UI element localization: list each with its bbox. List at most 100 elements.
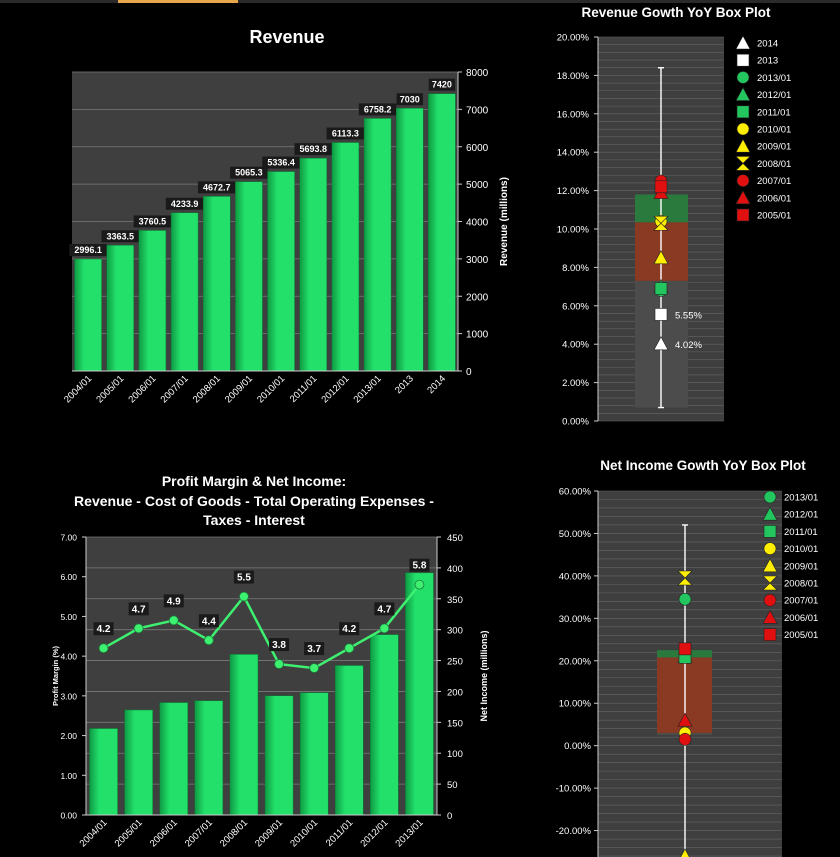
revenue-box-point-2008-01 xyxy=(653,215,669,231)
revenue-data-label: 6758.2 xyxy=(364,104,392,114)
profit-margin-point xyxy=(309,663,320,673)
netincome-box-y-tick-label: -20.00% xyxy=(556,826,592,837)
revenue-box-title: Revenue Gowth YoY Box Plot xyxy=(581,5,771,20)
profit-margin-label-bg xyxy=(93,622,114,636)
netincome-box-legend-marker xyxy=(763,542,777,555)
net-income-bar xyxy=(299,692,329,816)
profit-right-axis-label: Net Income (millions) xyxy=(479,630,489,721)
profit-right-tick-label: 300 xyxy=(447,626,463,637)
profit-right-tick-label: 400 xyxy=(447,564,463,575)
revenue-box-legend-label: 2014 xyxy=(757,39,778,50)
profit-left-tick-label: 6.00 xyxy=(60,572,77,582)
revenue-bar xyxy=(267,171,295,372)
revenue-box-chart: Revenue Gowth YoY Box Plot 0.00% 2.00% 4.00… xyxy=(557,5,792,428)
profit-left-tick-label: 1.00 xyxy=(60,771,77,781)
revenue-x-tick-label: 2006/01 xyxy=(126,373,158,405)
revenue-box-legend-label: 2011/01 xyxy=(757,107,791,118)
profit-chart: Profit Margin & Net Income: Revenue - Cos… xyxy=(51,473,489,849)
revenue-data-label: 3363.5 xyxy=(106,231,134,241)
revenue-box-legend-marker xyxy=(736,208,750,222)
revenue-x-tick-label: 2007/01 xyxy=(159,373,191,405)
revenue-box-legend-label: 2009/01 xyxy=(757,142,791,153)
revenue-box-legend-marker xyxy=(735,138,751,153)
net-income-bar xyxy=(405,572,434,816)
revenue-box-y-tick-label: 0.00% xyxy=(562,417,589,428)
revenue-box-legend-label: 2012/01 xyxy=(757,90,791,101)
revenue-box-legend-label: 2008/01 xyxy=(757,159,791,170)
revenue-box-legend-label: 2010/01 xyxy=(757,125,791,136)
revenue-bar xyxy=(235,181,263,372)
active-tab-accent xyxy=(118,0,238,3)
revenue-x-tick-label: 2012/01 xyxy=(319,373,351,405)
revenue-box-point-label: 5.55% xyxy=(675,310,702,321)
profit-left-tick-label: 0.00 xyxy=(60,811,77,821)
profit-margin-label-bg xyxy=(304,642,325,656)
revenue-data-label-bg xyxy=(165,197,204,210)
revenue-box-point-2014 xyxy=(653,336,669,351)
profit-left-tick-label: 3.00 xyxy=(60,691,77,701)
revenue-bar xyxy=(428,93,456,372)
profit-right-tick-label: 150 xyxy=(447,718,463,729)
revenue-data-label-bg xyxy=(326,127,365,140)
net-income-bar xyxy=(89,728,118,816)
net-income-bar xyxy=(159,702,189,816)
net-income-bar xyxy=(264,695,294,816)
revenue-bar xyxy=(299,157,328,372)
profit-margin-label-bg xyxy=(163,594,184,608)
netincome-box-y-tick-label: 30.00% xyxy=(559,614,592,625)
revenue-box-point-label: 4.02% xyxy=(675,340,702,351)
profit-margin-label-bg xyxy=(339,622,360,636)
profit-margin-point xyxy=(133,623,144,634)
profit-right-tick-label: 250 xyxy=(447,657,463,668)
net-income-bar xyxy=(370,634,399,816)
revenue-bar xyxy=(106,245,135,372)
revenue-y-tick-label: 3000 xyxy=(466,255,489,266)
revenue-y-axis-label: Revenue (millions) xyxy=(499,177,510,266)
netincome-box-legend-marker xyxy=(762,609,778,624)
profit-margin-label-bg xyxy=(198,614,219,628)
revenue-data-label-bg xyxy=(294,143,333,156)
profit-margin-label: 3.7 xyxy=(307,644,321,655)
netincome-box-y-tick-label: 50.00% xyxy=(559,529,592,540)
revenue-bar xyxy=(331,142,360,372)
revenue-box-y-tick-label: 10.00% xyxy=(557,225,590,236)
revenue-y-tick-label: 5000 xyxy=(466,180,489,191)
profit-margin-point xyxy=(203,635,214,646)
revenue-data-label: 5693.8 xyxy=(299,144,327,154)
revenue-box-y-tick-label: 8.00% xyxy=(562,263,589,274)
revenue-x-tick-label: 2013 xyxy=(393,373,416,396)
revenue-box-point-2011-01 xyxy=(654,282,668,295)
revenue-bar xyxy=(363,118,392,372)
revenue-data-label: 5336.4 xyxy=(267,158,295,168)
revenue-x-tick-label: 2010/01 xyxy=(255,373,287,405)
revenue-data-label: 4233.9 xyxy=(171,199,199,209)
profit-right-tick-label: 50 xyxy=(447,780,458,791)
netincome-box-legend-marker xyxy=(763,525,777,538)
netincome-box-point-2005-01 xyxy=(678,642,692,656)
revenue-x-tick-label: 2011/01 xyxy=(288,373,320,405)
netincome-box-point-2008-01 xyxy=(677,570,693,586)
revenue-box-point-2009-01 xyxy=(653,250,669,265)
net-income-bar xyxy=(124,709,153,816)
profit-right-tick-label: 450 xyxy=(447,533,463,544)
profit-margin-point xyxy=(274,659,284,669)
profit-left-tick-label: 2.00 xyxy=(60,731,77,741)
revenue-box-legend-label: 2005/01 xyxy=(757,211,791,222)
revenue-box-point-2005-01 xyxy=(654,180,668,194)
revenue-bar xyxy=(74,258,102,372)
revenue-bar xyxy=(202,196,231,372)
revenue-x-tick-label: 2009/01 xyxy=(223,373,255,405)
revenue-x-tick-label: 2008/01 xyxy=(191,373,223,405)
revenue-box-legend-marker xyxy=(735,156,751,171)
revenue-y-tick-label: 8000 xyxy=(466,68,489,79)
profit-margin-label: 3.8 xyxy=(272,640,286,651)
revenue-data-label: 3760.5 xyxy=(139,216,167,226)
revenue-x-tick-label: 2014 xyxy=(425,373,448,396)
revenue-bar xyxy=(138,230,167,372)
netincome-box-legend-label: 2008/01 xyxy=(784,579,818,590)
netincome-box-legend-label: 2009/01 xyxy=(784,561,818,572)
revenue-box-legend-marker xyxy=(735,190,751,205)
revenue-x-tick-label: 2004/01 xyxy=(62,373,94,405)
revenue-box-y-tick-label: 2.00% xyxy=(562,378,589,389)
revenue-data-label: 5065.3 xyxy=(235,168,263,178)
